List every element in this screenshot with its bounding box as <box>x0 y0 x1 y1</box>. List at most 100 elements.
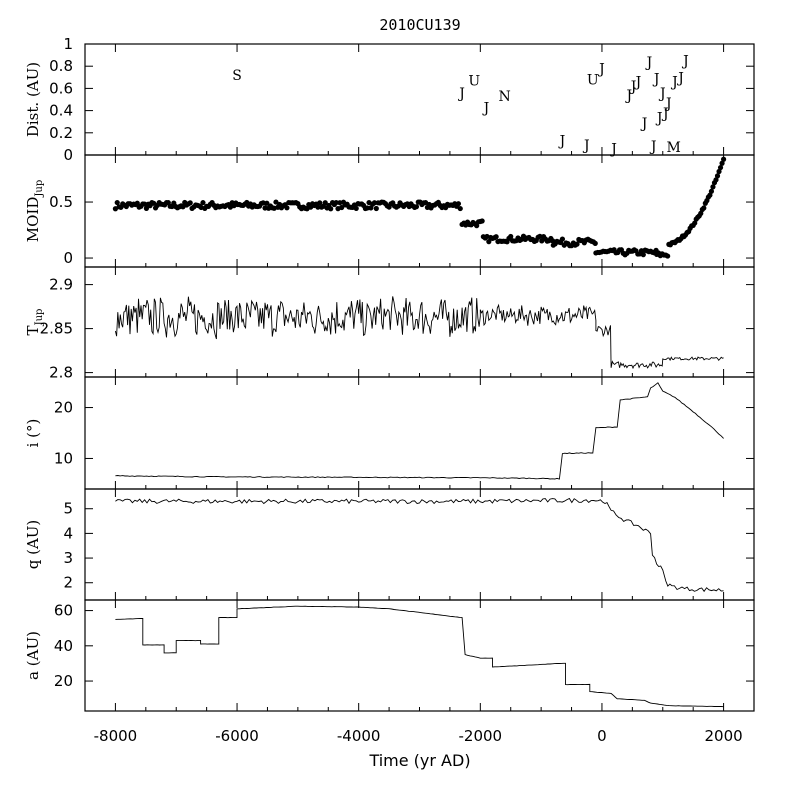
series-line-a <box>115 605 724 708</box>
encounter-label: J <box>652 71 660 87</box>
y-tick-label: 0 <box>63 146 73 164</box>
data-point <box>719 160 725 166</box>
y-tick-label: 4 <box>63 524 73 542</box>
encounter-label: J <box>482 100 490 116</box>
y-axis-label-dist: Dist. (AU) <box>24 62 42 137</box>
data-point <box>142 201 148 207</box>
data-point <box>333 199 339 206</box>
data-point <box>284 205 290 211</box>
encounter-label: J <box>661 106 669 122</box>
encounter-label: N <box>499 89 511 105</box>
x-tick-label: 0 <box>597 727 607 745</box>
data-point <box>455 201 462 207</box>
data-point <box>665 253 671 259</box>
x-tick-label: 2000 <box>704 727 742 745</box>
y-tick-label: 2 <box>63 574 73 592</box>
y-axis-label-tjup: TJup <box>24 309 45 336</box>
data-point <box>200 200 206 206</box>
data-point <box>716 168 722 175</box>
data-point <box>328 206 334 212</box>
data-point <box>574 241 580 247</box>
y-tick-label: 2.9 <box>49 276 73 294</box>
data-point <box>493 234 499 240</box>
encounter-label: J <box>582 138 590 154</box>
data-point <box>339 204 345 211</box>
encounter-label: J <box>625 88 633 104</box>
data-point <box>717 164 724 171</box>
encounter-label: J <box>597 61 605 77</box>
y-tick-label: 2.85 <box>40 320 73 338</box>
data-point <box>143 205 150 211</box>
encounter-label: U <box>468 74 480 90</box>
y-axis-label-incl: i (°) <box>24 419 42 448</box>
x-tick-label: -4000 <box>337 727 381 745</box>
data-point <box>714 173 721 179</box>
data-point <box>315 204 321 210</box>
data-point <box>413 204 420 210</box>
data-point <box>508 233 514 240</box>
encounter-label: J <box>609 141 617 157</box>
x-tick-label: -6000 <box>215 727 259 745</box>
encounter-label: J <box>676 70 684 86</box>
series-line-incl <box>115 382 724 480</box>
data-point <box>187 200 193 206</box>
encounter-label: J <box>629 79 637 95</box>
series-line-tjup <box>114 296 724 370</box>
data-point <box>317 200 323 206</box>
x-tick-label: -8000 <box>94 727 138 745</box>
y-tick-label: 0.4 <box>49 102 73 120</box>
y-tick-label: 10 <box>54 449 73 467</box>
data-point <box>264 200 270 206</box>
y-tick-label: 0 <box>63 249 73 267</box>
encounter-label: J <box>658 86 666 102</box>
data-point <box>134 200 140 206</box>
data-point <box>640 252 646 258</box>
data-point <box>371 200 378 206</box>
encounter-label: J <box>640 116 648 132</box>
data-point <box>273 199 279 205</box>
data-point <box>474 223 480 229</box>
y-tick-label: 20 <box>54 672 73 690</box>
series-line-q <box>115 497 724 593</box>
encounter-label: J <box>558 134 566 150</box>
encounter-label: S <box>232 68 242 84</box>
encounter-label: J <box>634 75 642 91</box>
data-point <box>701 205 707 211</box>
data-point <box>559 236 566 242</box>
panel-a: 20 40 60 a (AU) <box>24 599 755 712</box>
data-point <box>708 188 715 194</box>
encounter-label: J <box>655 110 663 126</box>
data-point <box>692 220 698 226</box>
y-tick-label: 60 <box>54 602 73 620</box>
encounter-label: J <box>681 54 689 70</box>
encounter-label: J <box>649 139 657 155</box>
data-point <box>114 199 120 206</box>
y-tick-label: 40 <box>54 637 73 655</box>
encounter-label: J <box>457 86 465 102</box>
encounter-label: J <box>664 96 672 112</box>
encounter-label: J <box>670 75 678 91</box>
data-point <box>713 177 719 183</box>
encounter-label: M <box>667 140 681 156</box>
y-tick-label: 3 <box>63 549 73 567</box>
data-point <box>698 210 704 216</box>
data-point <box>720 156 727 162</box>
data-point <box>353 205 359 212</box>
chart-title: 2010CU139 <box>379 16 460 34</box>
data-point <box>373 205 379 212</box>
y-tick-label: 2.8 <box>49 364 73 382</box>
encounter-label: J <box>645 55 653 71</box>
data-point <box>710 184 716 190</box>
y-tick-label: 0.8 <box>49 57 73 75</box>
data-point <box>479 218 485 224</box>
data-point <box>486 239 492 245</box>
x-axis-label: Time (yr AD) <box>368 751 470 770</box>
encounter-label: U <box>587 73 599 89</box>
y-axis-label-moid: MOIDJup <box>24 180 45 242</box>
y-axis-label-a: a (AU) <box>24 631 42 680</box>
y-axis-label-q: q (AU) <box>24 520 42 570</box>
